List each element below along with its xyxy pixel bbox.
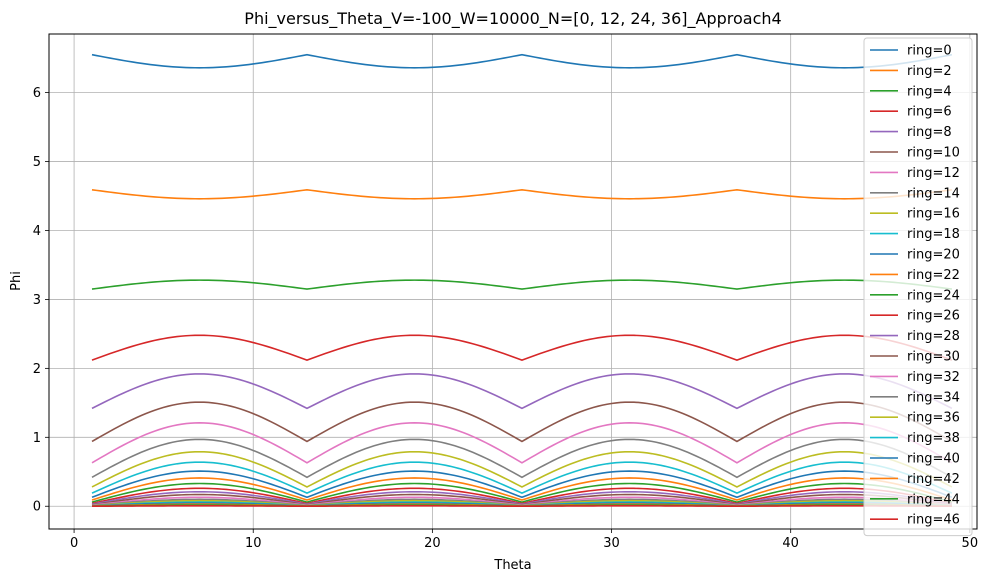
legend-label: ring=34 bbox=[907, 390, 960, 405]
axes: 0 10 20 30 40 50 0 1 2 3 4 5 6 bbox=[33, 86, 978, 551]
plot-frame bbox=[48, 33, 978, 530]
series-line-ring=22 bbox=[91, 477, 953, 501]
legend-label: ring=42 bbox=[907, 472, 960, 487]
legend-label: ring=22 bbox=[907, 268, 960, 283]
y-tick-label: 6 bbox=[33, 86, 41, 101]
series-line-ring=0 bbox=[91, 53, 953, 69]
x-tick-label: 20 bbox=[424, 536, 441, 551]
legend-label: ring=28 bbox=[907, 329, 960, 344]
y-tick-label: 1 bbox=[33, 431, 41, 446]
legend-label: ring=36 bbox=[907, 411, 960, 426]
legend-label: ring=38 bbox=[907, 431, 960, 446]
legend-label: ring=4 bbox=[907, 84, 952, 99]
legend-label: ring=32 bbox=[907, 370, 960, 385]
x-tick-label: 30 bbox=[603, 536, 620, 551]
legend-label: ring=46 bbox=[907, 513, 960, 528]
legend-label: ring=18 bbox=[907, 227, 960, 242]
legend-label: ring=20 bbox=[907, 248, 960, 263]
series-line-ring=4 bbox=[91, 279, 953, 290]
legend-label: ring=26 bbox=[907, 309, 960, 324]
legend-label: ring=24 bbox=[907, 288, 960, 303]
legend-label: ring=10 bbox=[907, 146, 960, 161]
legend-box bbox=[863, 37, 973, 537]
y-tick-label: 0 bbox=[33, 500, 41, 515]
legend: ring=0 ring=2 ring=4 ring=6 ring=8 ring=10 rin… bbox=[863, 37, 973, 537]
series-layer bbox=[91, 53, 953, 508]
x-tick-label: 50 bbox=[962, 536, 979, 551]
series-line-ring=2 bbox=[91, 189, 953, 200]
x-tick-label: 40 bbox=[782, 536, 799, 551]
series-line-ring=8 bbox=[91, 373, 953, 410]
series-line-ring=6 bbox=[91, 334, 953, 361]
legend-label: ring=2 bbox=[907, 64, 952, 79]
y-tick-label: 4 bbox=[33, 224, 41, 239]
x-tick-label: 0 bbox=[70, 536, 78, 551]
y-tick-label: 3 bbox=[33, 293, 41, 308]
series-line-ring=10 bbox=[91, 401, 953, 443]
legend-label: ring=16 bbox=[907, 207, 960, 222]
legend-label: ring=40 bbox=[907, 452, 960, 467]
series-line-ring=18 bbox=[91, 461, 953, 495]
series-line-ring=20 bbox=[91, 470, 953, 499]
legend-label: ring=14 bbox=[907, 186, 960, 201]
x-axis-label: Theta bbox=[493, 558, 531, 573]
x-tick-label: 10 bbox=[245, 536, 262, 551]
series-line-ring=14 bbox=[91, 438, 953, 479]
series-line-ring=24 bbox=[91, 482, 953, 503]
y-tick-label: 2 bbox=[33, 362, 41, 377]
legend-label: ring=12 bbox=[907, 166, 960, 181]
series-line-ring=12 bbox=[91, 422, 953, 464]
legend-label: ring=8 bbox=[907, 125, 952, 140]
legend-label: ring=6 bbox=[907, 105, 952, 120]
legend-label: ring=30 bbox=[907, 350, 960, 365]
legend-label: ring=0 bbox=[907, 44, 952, 59]
legend-label: ring=44 bbox=[907, 492, 960, 507]
series-line-ring=16 bbox=[91, 450, 953, 488]
y-tick-label: 5 bbox=[33, 155, 41, 170]
chart-title: Phi_versus_Theta_V=-100_W=10000_N=[0, 12… bbox=[244, 9, 781, 29]
y-axis-label: Phi bbox=[9, 271, 24, 291]
